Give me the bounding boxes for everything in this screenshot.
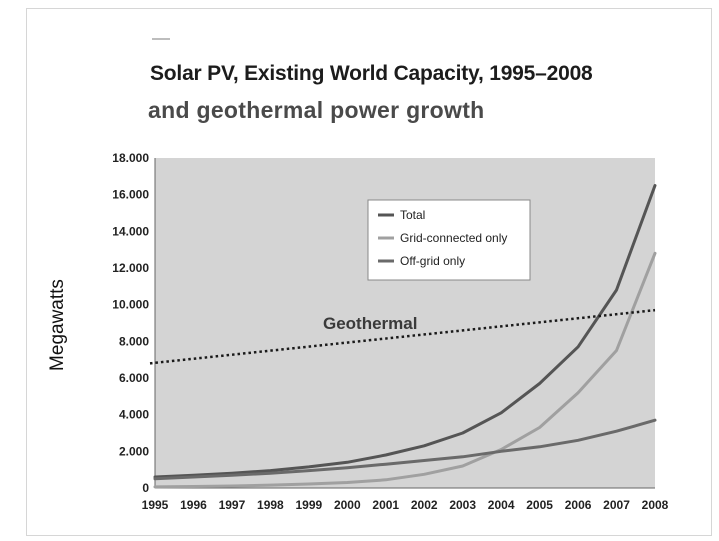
x-tick-label: 1998: [257, 498, 284, 512]
axes: [154, 158, 655, 489]
y-tick-label: 0: [142, 481, 149, 495]
x-tick-label: 2006: [565, 498, 592, 512]
x-tick-label: 2004: [488, 498, 515, 512]
y-tick-label: 18.000: [112, 151, 149, 165]
decorative-dash: [152, 38, 170, 40]
y-tick-label: 16.000: [112, 188, 149, 202]
x-tick-label: 2000: [334, 498, 361, 512]
x-tick-label: 2008: [642, 498, 669, 512]
x-tick-label: 2003: [449, 498, 476, 512]
x-tick-label: 2001: [372, 498, 399, 512]
series-line-2: [153, 418, 657, 481]
series-line-0: [153, 184, 657, 479]
x-axis-ticks: 1995 1996 1997 1998 1999 2000 2001 2002 2003 2004…: [142, 498, 669, 512]
y-tick-label: 12.000: [112, 261, 149, 275]
legend-label: Grid-connected only: [400, 231, 507, 245]
y-tick-label: 6.000: [119, 371, 149, 385]
geothermal-annotation: Geothermal: [149, 308, 656, 365]
legend: Total Grid-connected only Off-grid only: [367, 199, 531, 281]
chart-title: Solar PV, Existing World Capacity, 1995–…: [150, 62, 593, 85]
x-tick-label: 2005: [526, 498, 553, 512]
legend-label: Off-grid only: [400, 254, 465, 268]
x-tick-label: 1997: [219, 498, 246, 512]
y-tick-label: 10.000: [112, 298, 149, 312]
series-lines: [153, 184, 657, 489]
legend-box: [367, 199, 531, 281]
y-axis-ticks: 0 2.000 4.000 6.000 8.000 10.000 12.000 14.000 1…: [112, 151, 149, 495]
x-tick-label: 1995: [142, 498, 169, 512]
legend-label: Total: [400, 208, 425, 222]
series-line-1: [153, 251, 657, 489]
x-tick-label: 2002: [411, 498, 438, 512]
chart-subtitle: and geothermal power growth: [148, 97, 485, 123]
geothermal-dotted-line: [149, 308, 656, 365]
x-tick-label: 2007: [603, 498, 630, 512]
geothermal-label: Geothermal: [323, 314, 417, 333]
x-tick-label: 1996: [180, 498, 207, 512]
y-tick-label: 14.000: [112, 224, 149, 238]
x-tick-label: 1999: [295, 498, 322, 512]
y-tick-label: 4.000: [119, 408, 149, 422]
y-tick-label: 8.000: [119, 334, 149, 348]
y-tick-label: 2.000: [119, 444, 149, 458]
